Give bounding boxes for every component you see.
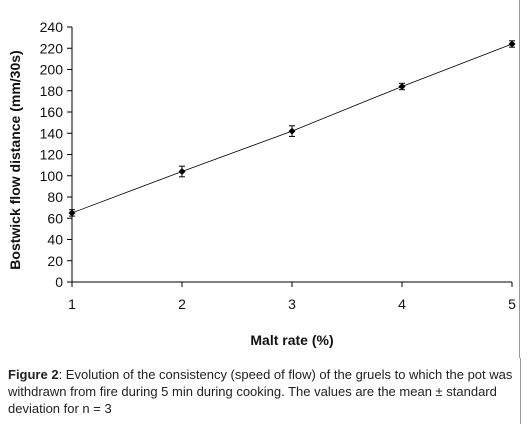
data-point: [68, 209, 76, 217]
figure-caption: Figure 2: Evolution of the consistency (…: [8, 366, 520, 417]
caption-text: : Evolution of the consistency (speed of…: [8, 367, 513, 416]
y-axis-label: Bostwick flow distance (mm/30s): [7, 50, 23, 269]
y-tick-label: 180: [40, 83, 64, 99]
x-axis-label: Malt rate (%): [250, 332, 333, 348]
x-tick-label: 3: [288, 296, 296, 312]
x-tick-label: 5: [508, 296, 516, 312]
y-tick-label: 200: [40, 62, 64, 78]
x-axis: 1 2 3 4 5: [68, 281, 516, 312]
y-tick-label: 0: [55, 274, 63, 290]
y-tick-label: 140: [40, 125, 64, 141]
x-tick-label: 4: [398, 296, 406, 312]
y-tick-label: 220: [40, 40, 64, 56]
y-tick-label: 80: [47, 189, 63, 205]
series-line: [68, 40, 516, 217]
y-tick-label: 240: [40, 19, 64, 35]
y-tick-label: 20: [47, 253, 63, 269]
data-point: [398, 83, 406, 90]
y-tick-label: 60: [47, 210, 63, 226]
caption-label: Figure 2: [8, 367, 59, 382]
data-point: [178, 168, 186, 175]
caption-frame: [0, 358, 521, 424]
y-tick-label: 40: [47, 232, 63, 248]
y-tick-label: 100: [40, 168, 64, 184]
y-axis: 0 20 40 60 80 100 120 140 160 180 200 220 240: [40, 19, 73, 290]
data-point: [288, 127, 296, 135]
x-tick-label: 2: [178, 296, 186, 312]
y-tick-label: 160: [40, 104, 64, 120]
data-point: [508, 40, 516, 48]
x-tick-label: 1: [68, 296, 76, 312]
y-tick-label: 120: [40, 147, 64, 163]
